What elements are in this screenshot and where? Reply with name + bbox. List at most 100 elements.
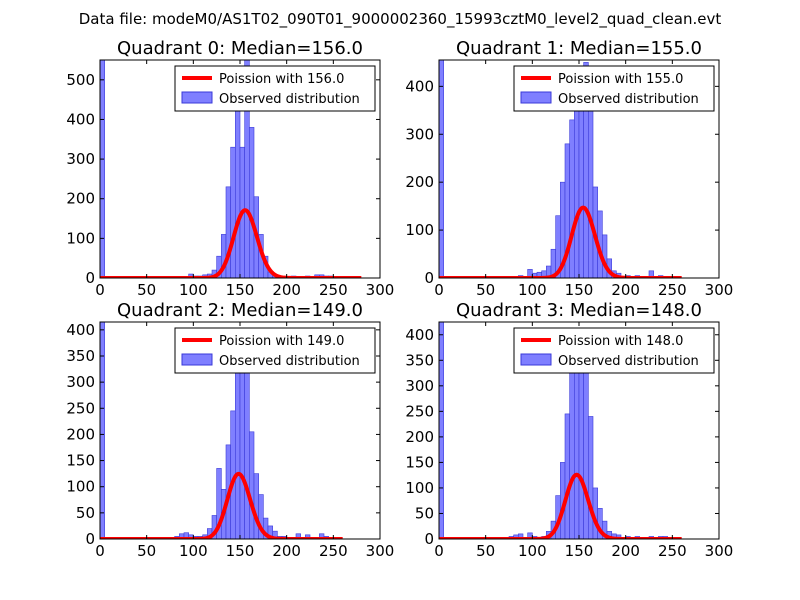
y-tick-label: 50 bbox=[76, 504, 95, 522]
histogram-bar bbox=[578, 105, 584, 278]
poisson-curve bbox=[100, 471, 344, 539]
poisson-curve bbox=[100, 208, 363, 278]
x-tick-label: 200 bbox=[611, 542, 640, 560]
legend-label: Observed distribution bbox=[558, 92, 699, 107]
poisson-curve bbox=[439, 205, 683, 278]
y-tick-label: 300 bbox=[66, 150, 95, 168]
y-tick-label: 400 bbox=[405, 326, 434, 344]
x-tick-label: 100 bbox=[179, 281, 208, 299]
legend-label: Poission with 156.0 bbox=[219, 72, 344, 87]
x-tick-label: 300 bbox=[366, 281, 395, 299]
histogram-bar bbox=[258, 494, 264, 539]
legend: Poission with 156.0 Observed distribution bbox=[174, 65, 376, 112]
x-tick-label: 200 bbox=[272, 281, 301, 299]
panel-title: Quadrant 1: Median=155.0 bbox=[456, 38, 702, 59]
y-tick-label: 150 bbox=[405, 453, 434, 471]
legend: Poission with 155.0 Observed distribution bbox=[513, 65, 715, 112]
histogram-bar bbox=[249, 431, 255, 539]
x-tick-label: 250 bbox=[319, 542, 348, 560]
x-tick-label: 0 bbox=[95, 542, 105, 560]
histogram-bar bbox=[244, 350, 250, 539]
legend-label: Observed distribution bbox=[219, 354, 360, 369]
y-tick-label: 250 bbox=[66, 399, 95, 417]
y-tick-label: 200 bbox=[66, 425, 95, 443]
x-tick-label: 50 bbox=[476, 281, 495, 299]
y-tick-label: 100 bbox=[66, 229, 95, 247]
y-tick-label: 200 bbox=[405, 173, 434, 191]
histogram-bar bbox=[569, 349, 575, 539]
legend-patch-swatch bbox=[181, 91, 213, 104]
x-tick-label: 250 bbox=[658, 542, 687, 560]
y-tick-label: 100 bbox=[405, 221, 434, 239]
y-tick-label: 150 bbox=[66, 452, 95, 470]
x-tick-label: 200 bbox=[611, 281, 640, 299]
y-tick-label: 400 bbox=[405, 77, 434, 95]
histogram-bar bbox=[564, 413, 570, 539]
histogram-bar bbox=[578, 370, 584, 539]
x-tick-label: 200 bbox=[272, 542, 301, 560]
histogram-bar bbox=[574, 90, 580, 278]
x-tick-label: 300 bbox=[705, 281, 734, 299]
legend: Poission with 149.0 Observed distribution bbox=[174, 327, 376, 374]
y-tick-label: 300 bbox=[66, 373, 95, 391]
x-tick-label: 0 bbox=[95, 281, 105, 299]
y-tick-label: 350 bbox=[66, 347, 95, 365]
legend-label: Observed distribution bbox=[558, 354, 699, 369]
y-tick-label: 100 bbox=[66, 478, 95, 496]
y-tick-label: 350 bbox=[405, 351, 434, 369]
quadrant-panel-3: 0 50 100 150 200 250 300 0 50 100 150 200 250 300 350 4… bbox=[405, 300, 733, 560]
legend-patch-swatch bbox=[520, 91, 552, 104]
legend: Poission with 148.0 Observed distribution bbox=[513, 327, 715, 374]
y-tick-label: 300 bbox=[405, 125, 434, 143]
x-tick-label: 100 bbox=[518, 281, 547, 299]
x-tick-label: 250 bbox=[319, 281, 348, 299]
histogram-bar bbox=[100, 60, 105, 278]
x-tick-label: 0 bbox=[434, 281, 444, 299]
y-tick-label: 0 bbox=[424, 269, 434, 287]
y-tick-label: 0 bbox=[424, 530, 434, 548]
y-tick-label: 400 bbox=[66, 110, 95, 128]
x-tick-label: 50 bbox=[476, 542, 495, 560]
x-tick-label: 100 bbox=[179, 542, 208, 560]
histogram-bar bbox=[583, 354, 589, 539]
legend-patch-swatch bbox=[520, 353, 552, 366]
panel-title: Quadrant 2: Median=149.0 bbox=[117, 300, 363, 321]
histogram-bar bbox=[305, 534, 311, 539]
x-tick-label: 150 bbox=[565, 281, 594, 299]
x-tick-label: 0 bbox=[434, 542, 444, 560]
x-tick-label: 150 bbox=[565, 542, 594, 560]
histogram-bar bbox=[439, 322, 444, 539]
y-tick-label: 500 bbox=[66, 71, 95, 89]
y-tick-label: 200 bbox=[405, 428, 434, 446]
histogram-bar bbox=[230, 146, 236, 278]
figure-suptitle: Data file: modeM0/AS1T02_090T01_90000023… bbox=[79, 10, 722, 29]
legend-label: Poission with 149.0 bbox=[219, 334, 344, 349]
y-tick-label: 400 bbox=[66, 321, 95, 339]
y-tick-label: 100 bbox=[405, 479, 434, 497]
y-tick-label: 0 bbox=[85, 530, 95, 548]
x-tick-label: 50 bbox=[137, 542, 156, 560]
x-tick-label: 250 bbox=[658, 281, 687, 299]
panel-title: Quadrant 0: Median=156.0 bbox=[117, 38, 363, 59]
legend-label: Poission with 155.0 bbox=[558, 72, 683, 87]
histogram-bar bbox=[100, 322, 105, 539]
histogram-bar bbox=[648, 270, 654, 278]
histogram-bar bbox=[235, 99, 241, 278]
quadrant-panel-1: 0 50 100 150 200 250 300 0 100 200 300 400 Quadrant … bbox=[405, 38, 733, 299]
histogram-bar bbox=[249, 127, 255, 278]
x-tick-label: 150 bbox=[226, 281, 255, 299]
histogram-bar bbox=[569, 119, 575, 278]
x-tick-label: 300 bbox=[705, 542, 734, 560]
y-tick-label: 200 bbox=[66, 190, 95, 208]
x-tick-label: 50 bbox=[137, 281, 156, 299]
x-tick-label: 100 bbox=[518, 542, 547, 560]
quadrant-panel-0: 0 50 100 150 200 250 300 0 100 200 300 400 500 Quadra… bbox=[66, 38, 394, 299]
x-tick-label: 150 bbox=[226, 542, 255, 560]
poisson-curve bbox=[439, 472, 683, 539]
legend-label: Poission with 148.0 bbox=[558, 334, 683, 349]
histogram-bar bbox=[253, 473, 259, 539]
histogram-bar bbox=[239, 363, 245, 539]
x-tick-label: 300 bbox=[366, 542, 395, 560]
histogram-bar bbox=[588, 86, 594, 278]
